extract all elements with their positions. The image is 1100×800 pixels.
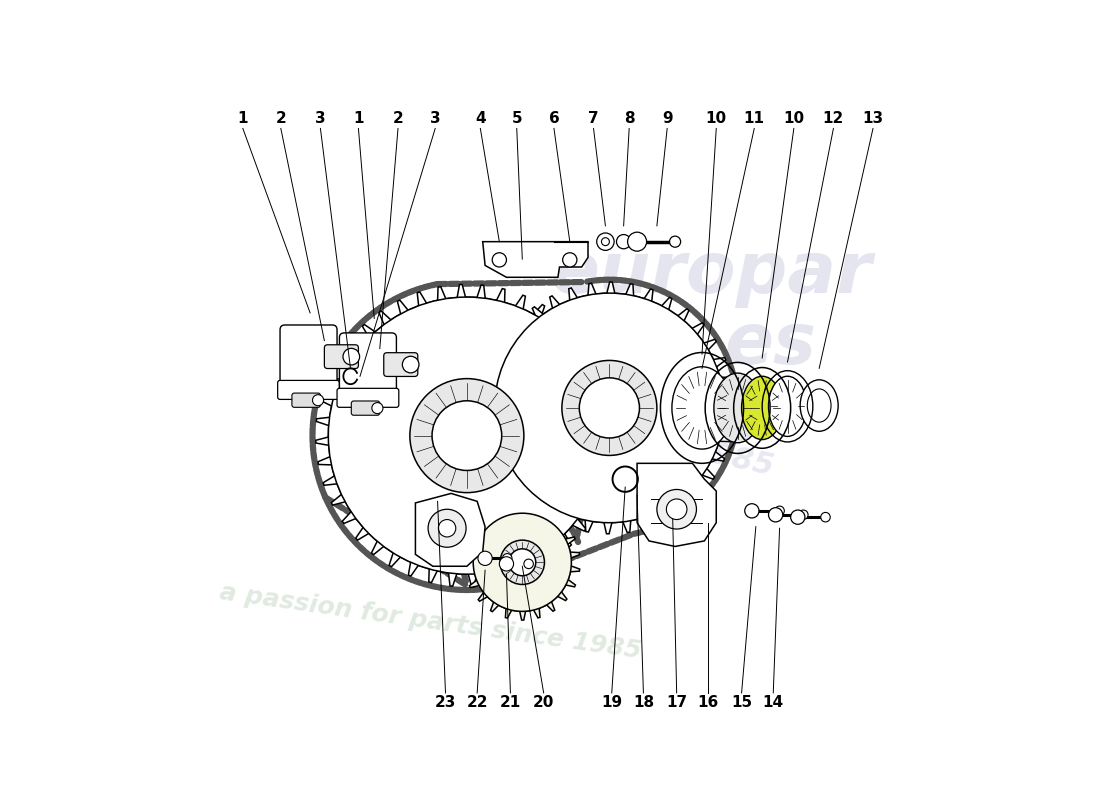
Circle shape [616, 234, 630, 249]
Circle shape [580, 378, 639, 438]
Text: 13: 13 [862, 111, 883, 126]
Text: 12: 12 [823, 111, 844, 126]
Text: 18: 18 [632, 695, 654, 710]
Circle shape [410, 378, 524, 493]
Circle shape [657, 490, 696, 529]
Circle shape [495, 293, 724, 522]
Circle shape [602, 238, 609, 246]
Circle shape [478, 551, 492, 566]
FancyBboxPatch shape [337, 388, 399, 407]
Text: 3: 3 [430, 111, 440, 126]
Text: 4: 4 [475, 111, 485, 126]
Text: 8: 8 [624, 111, 635, 126]
Text: 11: 11 [744, 111, 764, 126]
Ellipse shape [800, 380, 838, 431]
Text: 20: 20 [534, 695, 554, 710]
Circle shape [799, 510, 808, 519]
Text: 16: 16 [697, 695, 719, 710]
FancyBboxPatch shape [292, 393, 320, 407]
Circle shape [774, 506, 784, 515]
Circle shape [499, 557, 514, 571]
Circle shape [439, 519, 455, 537]
Text: 9: 9 [662, 111, 672, 126]
Circle shape [745, 504, 759, 518]
Text: 15: 15 [732, 695, 752, 710]
Ellipse shape [807, 389, 830, 422]
Circle shape [500, 540, 544, 585]
Circle shape [503, 554, 512, 563]
Text: since 1985: since 1985 [590, 414, 777, 481]
Circle shape [667, 499, 688, 519]
Circle shape [628, 232, 647, 251]
Circle shape [769, 508, 783, 522]
Text: europar: europar [550, 239, 871, 308]
Polygon shape [465, 505, 580, 620]
Text: a passion for parts since 1985: a passion for parts since 1985 [218, 580, 642, 663]
Circle shape [328, 297, 605, 574]
FancyBboxPatch shape [280, 325, 337, 394]
Text: es: es [724, 310, 816, 379]
Polygon shape [316, 285, 618, 586]
Circle shape [821, 513, 830, 522]
Text: 10: 10 [706, 111, 727, 126]
Ellipse shape [672, 366, 733, 449]
Text: 23: 23 [434, 695, 456, 710]
FancyBboxPatch shape [340, 333, 396, 402]
Circle shape [562, 361, 657, 455]
Polygon shape [416, 494, 485, 566]
Text: 19: 19 [602, 695, 623, 710]
Circle shape [509, 549, 536, 576]
Text: 22: 22 [466, 695, 488, 710]
Ellipse shape [714, 373, 761, 442]
Circle shape [432, 401, 502, 470]
Circle shape [596, 233, 614, 250]
Text: 6: 6 [549, 111, 559, 126]
Text: 1: 1 [238, 111, 249, 126]
Text: 14: 14 [762, 695, 784, 710]
Ellipse shape [741, 376, 783, 439]
Polygon shape [484, 282, 735, 534]
Circle shape [791, 510, 805, 524]
FancyBboxPatch shape [277, 381, 340, 399]
Circle shape [372, 402, 383, 414]
Circle shape [428, 510, 466, 547]
FancyBboxPatch shape [324, 345, 359, 369]
Polygon shape [637, 463, 716, 546]
FancyBboxPatch shape [384, 353, 418, 377]
Circle shape [403, 356, 419, 373]
Text: 7: 7 [588, 111, 598, 126]
FancyBboxPatch shape [351, 401, 380, 415]
Text: 21: 21 [499, 695, 521, 710]
Text: 2: 2 [275, 111, 286, 126]
Circle shape [524, 559, 534, 569]
Text: 17: 17 [667, 695, 688, 710]
Circle shape [343, 348, 360, 365]
Text: 5: 5 [512, 111, 522, 126]
Circle shape [312, 394, 323, 406]
Ellipse shape [769, 376, 806, 437]
Circle shape [492, 253, 506, 267]
Circle shape [473, 514, 571, 611]
Text: 1: 1 [353, 111, 364, 126]
Polygon shape [483, 242, 588, 278]
Text: 3: 3 [315, 111, 326, 126]
Text: 2: 2 [393, 111, 404, 126]
Text: 10: 10 [783, 111, 804, 126]
Circle shape [670, 236, 681, 247]
Circle shape [563, 253, 576, 267]
